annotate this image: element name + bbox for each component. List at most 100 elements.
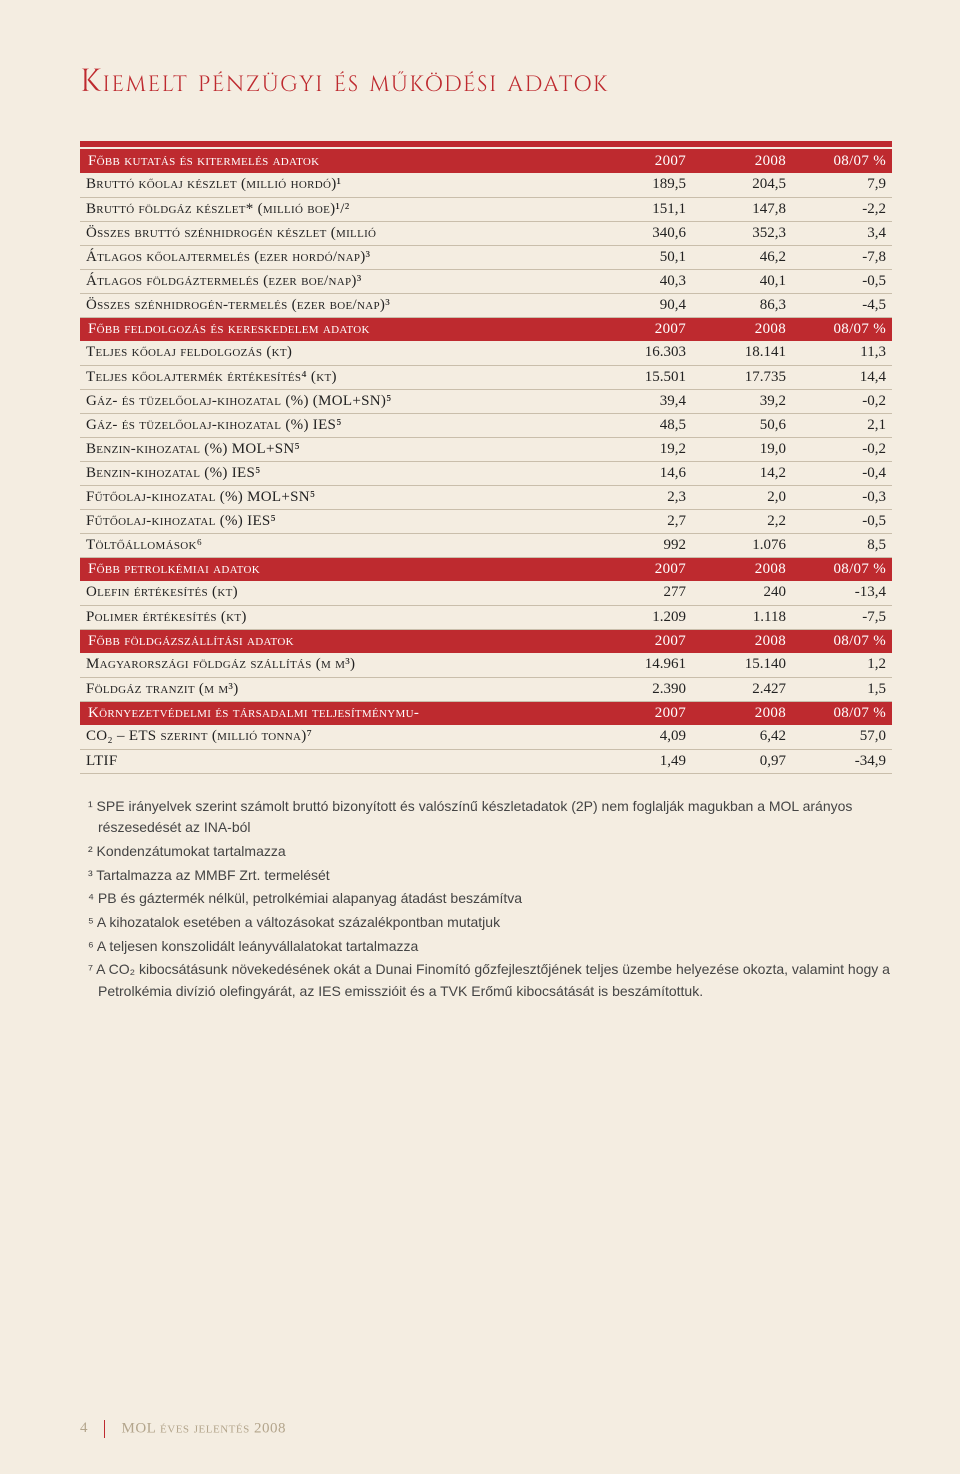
row-val-pct: 8,5 [792, 533, 892, 557]
row-val-2008: 1.076 [692, 533, 792, 557]
row-label: Benzin-kihozatal (%) MOL+SN⁵ [80, 437, 592, 461]
table-row: Teljes kőolaj feldolgozás (kt)16.30318.1… [80, 341, 892, 365]
row-val-2007: 2007 [592, 701, 692, 725]
footnote: ⁵ A kihozatalok esetében a változásokat … [80, 912, 892, 934]
row-val-2007: 992 [592, 533, 692, 557]
footnote: ³ Tartalmazza az MMBF Zrt. termelését [80, 865, 892, 887]
row-label: Fűtőolaj-kihozatal (%) IES⁵ [80, 509, 592, 533]
row-val-2007: 40,3 [592, 269, 692, 293]
section-header: Főbb feldolgozás és kereskedelem adatok2… [80, 317, 892, 341]
row-val-pct: -13,4 [792, 581, 892, 605]
row-label: Fűtőolaj-kihozatal (%) MOL+SN⁵ [80, 485, 592, 509]
row-val-pct: 2,1 [792, 413, 892, 437]
row-val-2008: 50,6 [692, 413, 792, 437]
row-label: Teljes kőolajtermék értékesítés⁴ (kt) [80, 365, 592, 389]
row-val-pct: -0,3 [792, 485, 892, 509]
row-val-2008: 2008 [692, 629, 792, 653]
row-val-2007: 189,5 [592, 173, 692, 197]
row-val-2007: 2007 [592, 149, 692, 173]
row-val-2008: 46,2 [692, 245, 792, 269]
row-val-pct: 11,3 [792, 341, 892, 365]
table-row: Gáz- és tüzelőolaj-kihozatal (%) (MOL+SN… [80, 389, 892, 413]
table-row: Benzin-kihozatal (%) IES⁵14,614,2-0,4 [80, 461, 892, 485]
row-label: Földgáz tranzit (m m³) [80, 677, 592, 701]
row-val-2007: 151,1 [592, 197, 692, 221]
section-header: Főbb földgázszállítási adatok2007200808/… [80, 629, 892, 653]
row-val-pct: 08/07 % [792, 629, 892, 653]
row-val-2008: 204,5 [692, 173, 792, 197]
row-val-2007: 2007 [592, 629, 692, 653]
row-val-pct: 08/07 % [792, 557, 892, 581]
row-val-2008: 2,0 [692, 485, 792, 509]
row-val-2008: 19,0 [692, 437, 792, 461]
row-val-pct: -34,9 [792, 749, 892, 773]
table-row: Átlagos kőolajtermelés (ezer hordó/nap)³… [80, 245, 892, 269]
row-val-2007: 15.501 [592, 365, 692, 389]
row-val-pct: 3,4 [792, 221, 892, 245]
row-val-pct: 08/07 % [792, 317, 892, 341]
table-row: CO₂ – ETS szerint (millió tonna)⁷4,096,4… [80, 725, 892, 749]
table-row: LTIF1,490,97-34,9 [80, 749, 892, 773]
row-val-2008: 2008 [692, 701, 792, 725]
row-val-2008: 40,1 [692, 269, 792, 293]
row-val-pct: -2,2 [792, 197, 892, 221]
row-val-2007: 2,3 [592, 485, 692, 509]
row-val-2008: 17.735 [692, 365, 792, 389]
section-header: Főbb petrolkémiai adatok2007200808/07 % [80, 557, 892, 581]
row-val-2007: 16.303 [592, 341, 692, 365]
table-row: Magyarországi földgáz szállítás (m m³)14… [80, 653, 892, 677]
footnote: ² Kondenzátumokat tartalmazza [80, 841, 892, 863]
row-val-2007: 2007 [592, 317, 692, 341]
footnote: ⁴ PB és gáztermék nélkül, petrolkémiai a… [80, 888, 892, 910]
row-val-2007: 4,09 [592, 725, 692, 749]
row-val-pct: -0,4 [792, 461, 892, 485]
row-label: Olefin értékesítés (kt) [80, 581, 592, 605]
table-row: Fűtőolaj-kihozatal (%) MOL+SN⁵2,32,0-0,3 [80, 485, 892, 509]
row-val-pct: 08/07 % [792, 701, 892, 725]
row-label: Környezetvédelmi és társadalmi teljesítm… [80, 701, 592, 725]
section-header: Környezetvédelmi és társadalmi teljesítm… [80, 701, 892, 725]
row-val-2007: 19,2 [592, 437, 692, 461]
page-footer: 4 MOL éves jelentés 2008 [80, 1420, 286, 1438]
row-val-pct: 7,9 [792, 173, 892, 197]
row-val-pct: -7,8 [792, 245, 892, 269]
row-label: Bruttó földgáz készlet* (millió boe)¹/² [80, 197, 592, 221]
row-val-pct: -0,2 [792, 437, 892, 461]
row-val-pct: 14,4 [792, 365, 892, 389]
row-label: Gáz- és tüzelőolaj-kihozatal (%) IES⁵ [80, 413, 592, 437]
footer-text: MOL éves jelentés 2008 [122, 1420, 286, 1436]
footnote: ⁷ A CO₂ kibocsátásunk növekedésének okát… [80, 959, 892, 1002]
row-val-2007: 90,4 [592, 293, 692, 317]
row-val-pct: -0,2 [792, 389, 892, 413]
row-val-pct: -0,5 [792, 509, 892, 533]
row-val-2007: 39,4 [592, 389, 692, 413]
row-val-2008: 2,2 [692, 509, 792, 533]
row-val-2007: 1.209 [592, 605, 692, 629]
section-header: Főbb kutatás és kitermelés adatok2007200… [80, 149, 892, 173]
row-val-2008: 240 [692, 581, 792, 605]
row-label: Főbb feldolgozás és kereskedelem adatok [80, 317, 592, 341]
page-title: Kiemelt pénzügyi és működési adatok [80, 60, 892, 103]
row-label: Magyarországi földgáz szállítás (m m³) [80, 653, 592, 677]
row-val-2008: 1.118 [692, 605, 792, 629]
table-row: Fűtőolaj-kihozatal (%) IES⁵2,72,2-0,5 [80, 509, 892, 533]
row-val-2007: 277 [592, 581, 692, 605]
footnotes: ¹ SPE irányelvek szerint számolt bruttó … [80, 796, 892, 1003]
row-val-2008: 6,42 [692, 725, 792, 749]
row-val-2008: 86,3 [692, 293, 792, 317]
row-val-2008: 2008 [692, 317, 792, 341]
row-val-2007: 2,7 [592, 509, 692, 533]
row-label: LTIF [80, 749, 592, 773]
table-row: Összes bruttó szénhidrogén készlet (mill… [80, 221, 892, 245]
data-table: Főbb kutatás és kitermelés adatok2007200… [80, 149, 892, 774]
row-val-2007: 2007 [592, 557, 692, 581]
row-label: Főbb földgázszállítási adatok [80, 629, 592, 653]
row-val-pct: 1,2 [792, 653, 892, 677]
row-val-2008: 352,3 [692, 221, 792, 245]
table-row: Összes szénhidrogén-termelés (ezer boe/n… [80, 293, 892, 317]
row-val-2008: 0,97 [692, 749, 792, 773]
row-label: Összes bruttó szénhidrogén készlet (mill… [80, 221, 592, 245]
row-val-2008: 14,2 [692, 461, 792, 485]
row-val-2008: 18.141 [692, 341, 792, 365]
row-val-pct: -0,5 [792, 269, 892, 293]
